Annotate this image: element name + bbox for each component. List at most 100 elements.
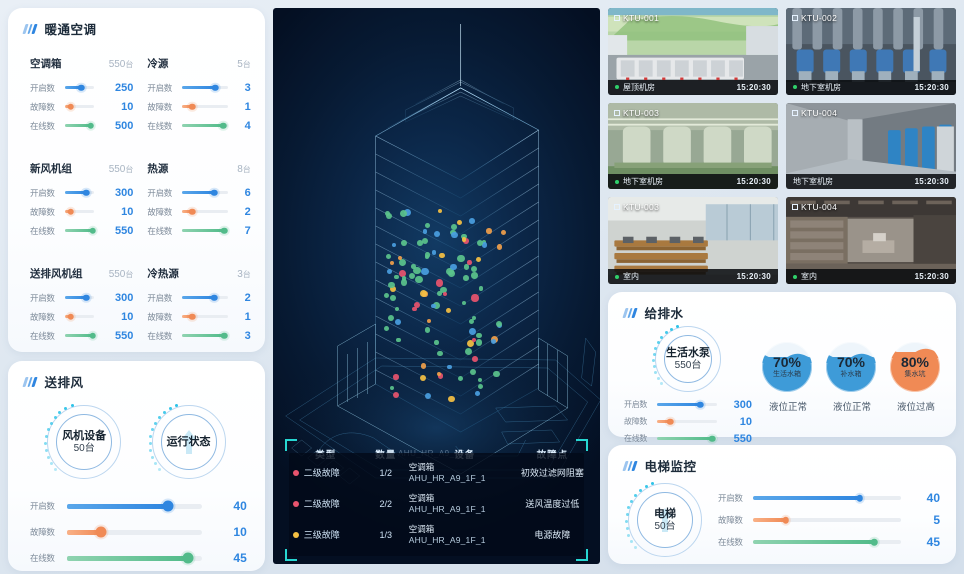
metric-slider[interactable] [65,227,97,234]
metric-label: 开启数 [30,501,55,511]
alarm-device: 空调箱 AHU_HR_A9_1F_1 [408,461,486,483]
alarm-fault-point: 初效过滤网阻塞 [520,468,584,478]
metric-slider[interactable] [753,516,901,524]
camera-location: 地下室机房 [793,177,833,187]
metric-slider[interactable] [65,84,95,91]
camera-timestamp: 15:20:30 [914,272,949,281]
gauge-percent: 70% [836,354,866,370]
camera-location: 地下室机房 [801,82,841,92]
metric-label: 开启数 [30,292,55,303]
hvac-device-grid: 空调箱 550台 开启数 250 故障数 10 在线数 500 冷源 5台 开启数 3 故障数 1 在线数 4… [8,42,265,365]
metric-row: 开启数 2 [147,288,250,307]
metric-value: 2 [244,205,251,218]
metric-row: 故障数 10 [30,202,133,221]
metric-value: 300 [115,291,134,304]
alarm-row[interactable]: 三级故障 1/3 空调箱 AHU_HR_A9_1F_1 电源故障 [289,519,584,550]
metric-slider[interactable] [65,103,95,110]
alarm-row[interactable]: 二级故障 1/2 空调箱 AHU_HR_A9_1F_1 初效过滤网阻塞 [289,457,584,488]
badge-line1: 电梯 [654,507,676,520]
device-name: 冷热源 [147,268,179,280]
alarm-table[interactable]: 二级故障 1/2 空调箱 AHU_HR_A9_1F_1 初效过滤网阻塞 二级故障 2/2 空调… [284,439,588,561]
metric-row: 在线数 7 [147,221,250,240]
camera-timestamp: 15:20:30 [736,272,771,281]
metric-slider[interactable] [67,552,202,564]
metric-slider[interactable] [67,500,202,512]
badge-line1: 运行状态 [166,435,211,448]
metric-value: 300 [115,186,134,199]
camera-timestamp: 15:20:30 [736,177,771,187]
dot-ring-icon [148,402,229,482]
metric-slider[interactable] [753,494,901,502]
building-3d-view[interactable]: AHU_HR_A9_1F_1 类型数量设备故障点 二级故障1/2空调箱AHU_H… [272,8,600,564]
camera-id-tag: KTU-003 [614,108,659,118]
metric-row: 故障数 10 [30,307,133,326]
alarm-type: 二级故障 [303,499,340,509]
gauge-percent: 70% [772,354,802,370]
camera-id: KTU-004 [801,107,838,118]
metric-slider[interactable] [67,526,202,538]
metric-slider[interactable] [182,122,228,129]
metric-row: 在线数 45 [30,545,247,571]
camera-location: 室内 [801,272,817,281]
metric-slider[interactable] [65,294,95,301]
water-level-gauges: 70% 生活水箱 液位正常 70% 补水箱 液位正常 80% 集水坑 液位过高 [762,328,942,447]
badge-line2: 50台 [73,442,95,454]
elevator-title-label: 电梯监控 [644,460,697,474]
hvac-device-block: 送排风机组 550台 开启数 300 故障数 10 在线数 550 [30,260,133,365]
camera-tile[interactable]: KTU-002 地下室机房 15:20:30 [786,8,956,95]
metric-slider[interactable] [182,313,228,320]
alarm-row[interactable]: 二级故障 2/2 空调箱 AHU_HR_A9_1F_1 送风温度过低 [289,488,584,519]
camera-id: KTU-004 [801,202,838,213]
metric-slider[interactable] [65,189,95,196]
camera-icon [614,15,620,21]
camera-tile[interactable]: KTU-003 室内 15:20:30 [608,197,778,284]
metric-label: 在线数 [718,537,743,547]
metric-slider[interactable] [65,332,97,339]
metric-slider[interactable] [753,538,901,546]
metric-slider[interactable] [182,208,228,215]
metric-label: 在线数 [30,330,55,341]
device-total: 8台 [237,164,251,175]
metric-slider[interactable] [65,122,95,129]
metric-slider[interactable] [65,313,95,320]
metric-label: 在线数 [147,225,172,236]
gauge-status: 液位正常 [832,402,871,413]
camera-tile[interactable]: KTU-004 室内 15:20:30 [786,197,956,284]
metric-value: 1 [244,310,251,323]
device-total: 550台 [108,164,134,175]
camera-icon [614,204,620,211]
metric-slider[interactable] [182,294,228,301]
metric-label: 开启数 [147,292,172,303]
camera-id: KTU-003 [623,202,660,213]
metric-slider[interactable] [657,435,717,442]
badge-line2: 50台 [654,520,676,532]
metric-label: 故障数 [30,311,55,322]
camera-id: KTU-002 [801,13,838,23]
camera-icon [792,15,798,21]
metric-row: 在线数 550 [30,326,133,345]
camera-tile[interactable]: KTU-003 地下室机房 15:20:30 [608,102,778,190]
alarm-fault-point: 电源故障 [534,530,571,540]
camera-grid: KTU-001 屋顶机房 15:20:30 KTU-002 地下室机房 15:20:30 K… [608,8,956,284]
metric-row: 开启数 40 [30,493,247,519]
severity-dot-icon [292,531,299,538]
corner-bracket-icon [284,439,297,451]
arrow-up-icon [181,430,196,454]
camera-tile[interactable]: KTU-001 屋顶机房 15:20:30 [608,8,778,95]
hvac-panel-title: 暖通空调 [8,8,265,42]
metric-slider[interactable] [182,84,228,91]
corner-bracket-icon [576,439,588,451]
water-pump-badge: 生活水泵 550台 [624,325,752,392]
metric-slider[interactable] [657,418,717,425]
bars-icon [622,307,638,318]
metric-label: 故障数 [718,515,743,525]
metric-value: 10 [121,100,134,113]
camera-tile[interactable]: KTU-004 地下室机房 15:20:30 [786,102,956,190]
metric-slider[interactable] [182,227,228,234]
metric-slider[interactable] [182,103,228,110]
metric-slider[interactable] [657,401,717,408]
metric-slider[interactable] [182,332,228,339]
metric-slider[interactable] [182,189,228,196]
metric-slider[interactable] [65,208,95,215]
alarm-type: 二级故障 [303,468,340,478]
